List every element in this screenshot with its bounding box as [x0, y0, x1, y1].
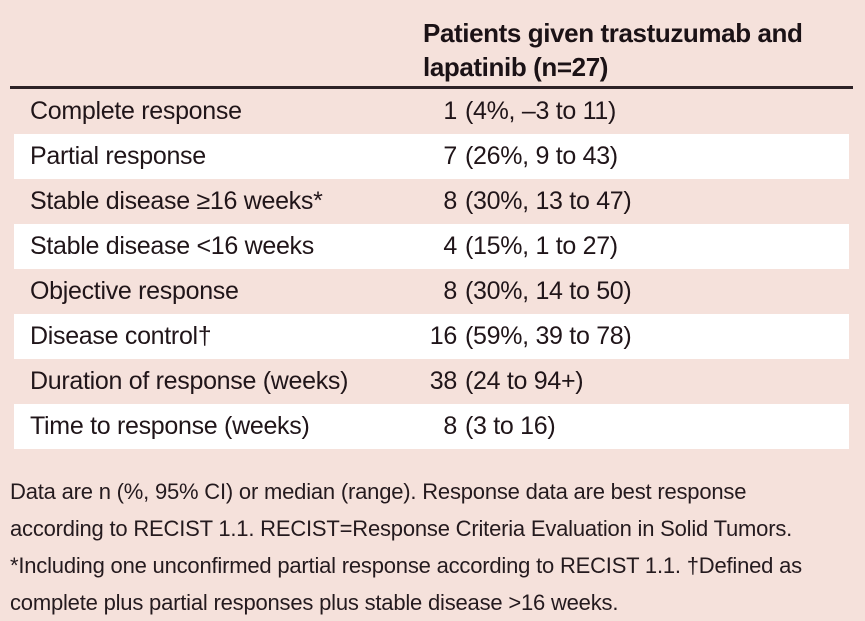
- row-label: Stable disease ≥16 weeks*: [30, 187, 323, 215]
- footnote-line: Data are n (%, 95% CI) or median (range)…: [10, 479, 747, 504]
- row-label: Complete response: [30, 97, 242, 125]
- row-value-n: 8: [443, 187, 457, 215]
- footnote-line: complete plus partial responses plus sta…: [10, 590, 619, 615]
- row-value-n: 4: [443, 232, 457, 260]
- table-row: Disease control† 16 (59%, 39 to 78): [14, 314, 849, 359]
- row-value-ci: (3 to 16): [465, 412, 556, 440]
- row-value-ci: (24 to 94+): [465, 367, 584, 395]
- table-body: Complete response 1 (4%, –3 to 11) Parti…: [14, 89, 849, 449]
- table-row: Objective response 8 (30%, 14 to 50): [14, 269, 849, 314]
- column-header: Patients given trastuzumab and lapatinib…: [423, 16, 843, 84]
- row-value-ci: (59%, 39 to 78): [465, 322, 632, 350]
- row-value-n: 16: [429, 322, 458, 350]
- table-row: Time to response (weeks) 8 (3 to 16): [14, 404, 849, 449]
- table-row: Complete response 1 (4%, –3 to 11): [14, 89, 849, 134]
- table-footnote: Data are n (%, 95% CI) or median (range)…: [10, 473, 860, 621]
- row-label: Time to response (weeks): [30, 412, 310, 440]
- row-value-ci: (15%, 1 to 27): [465, 232, 618, 260]
- column-header-line-2: lapatinib (n=27): [423, 52, 609, 82]
- table-row: Partial response 7 (26%, 9 to 43): [14, 134, 849, 179]
- row-label: Objective response: [30, 277, 239, 305]
- results-table: Patients given trastuzumab and lapatinib…: [10, 0, 853, 455]
- row-label: Partial response: [30, 142, 206, 170]
- table-row: Stable disease <16 weeks 4 (15%, 1 to 27…: [14, 224, 849, 269]
- row-value-ci: (30%, 14 to 50): [465, 277, 632, 305]
- row-value-ci: (30%, 13 to 47): [465, 187, 632, 215]
- table-row: Stable disease ≥16 weeks* 8 (30%, 13 to …: [14, 179, 849, 224]
- row-value-n: 38: [429, 367, 458, 395]
- row-label: Duration of response (weeks): [30, 367, 349, 395]
- column-header-line-1: Patients given trastuzumab and: [423, 18, 803, 48]
- row-value-n: 1: [443, 97, 457, 125]
- footnote-line: *Including one unconfirmed partial respo…: [10, 553, 802, 578]
- header-rule: [10, 86, 853, 89]
- row-value-n: 8: [443, 412, 457, 440]
- table-row: Duration of response (weeks) 38 (24 to 9…: [14, 359, 849, 404]
- row-value-ci: (26%, 9 to 43): [465, 142, 618, 170]
- row-label: Disease control†: [30, 322, 212, 350]
- row-value-n: 7: [443, 142, 457, 170]
- row-label: Stable disease <16 weeks: [30, 232, 314, 260]
- row-value-n: 8: [443, 277, 457, 305]
- footnote-line: according to RECIST 1.1. RECIST=Response…: [10, 516, 793, 541]
- row-value-ci: (4%, –3 to 11): [465, 97, 616, 125]
